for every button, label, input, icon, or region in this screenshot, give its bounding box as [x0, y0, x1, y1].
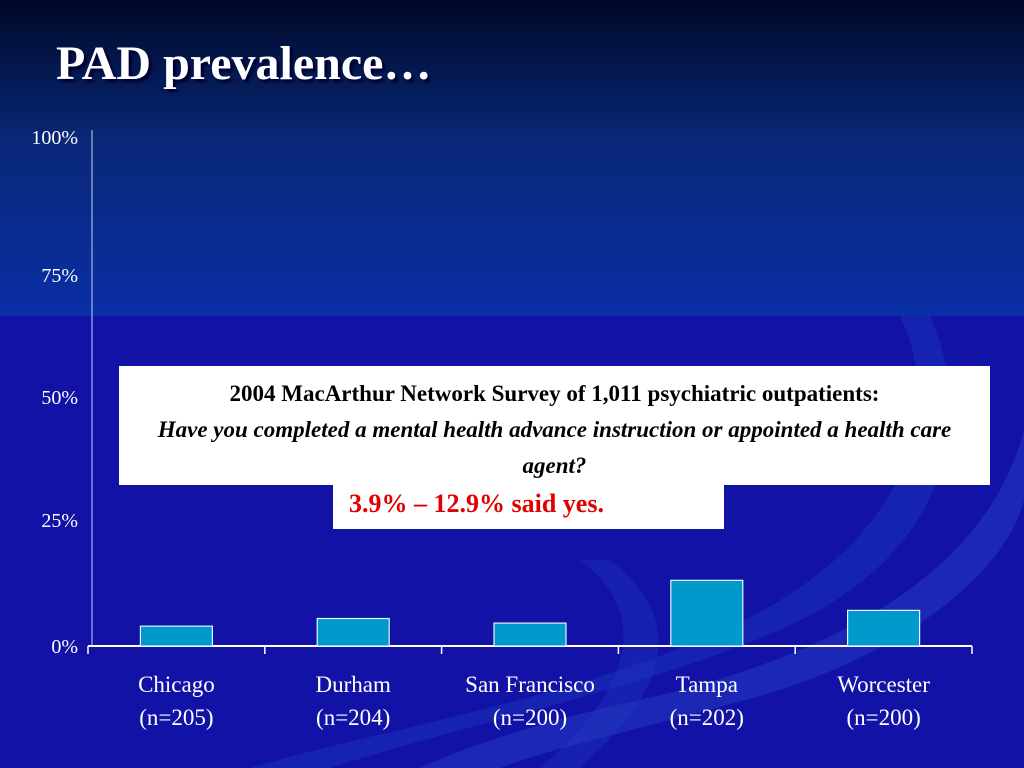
result-text: 3.9% – 12.9% said yes.: [349, 489, 604, 518]
survey-description: 2004 MacArthur Network Survey of 1,011 p…: [229, 381, 880, 406]
slide-title: PAD prevalence…: [56, 37, 432, 90]
result-callout-box: 3.9% – 12.9% said yes.: [333, 485, 724, 529]
y-tick-label: 100%: [31, 127, 78, 149]
x-category-label: Tampa (n=202): [670, 672, 744, 730]
y-tick-label: 25%: [41, 510, 78, 532]
bar-durham: [316, 617, 390, 647]
y-tick-label: 75%: [41, 265, 78, 287]
chart-bars: [139, 579, 921, 647]
survey-callout-box: 2004 MacArthur Network Survey of 1,011 p…: [119, 366, 990, 485]
bar-tampa: [670, 579, 744, 647]
x-category-label: Worcester (n=200): [837, 672, 930, 730]
bar-worcester: [846, 609, 921, 647]
survey-question: Have you completed a mental health advan…: [157, 417, 952, 478]
bar-chicago: [139, 625, 213, 647]
y-tick-labels: 0% 25% 50% 75% 100%: [31, 127, 78, 658]
y-tick-label: 0%: [51, 636, 78, 658]
x-category-label: Durham (n=204): [316, 672, 391, 730]
y-tick-label: 50%: [41, 387, 78, 409]
x-category-label: San Francisco (n=200): [465, 672, 595, 730]
x-category-label: Chicago (n=205): [138, 672, 215, 730]
bar-san-francisco: [493, 622, 567, 647]
x-category-labels: Chicago (n=205) Durham (n=204) San Francisco…: [138, 672, 930, 730]
